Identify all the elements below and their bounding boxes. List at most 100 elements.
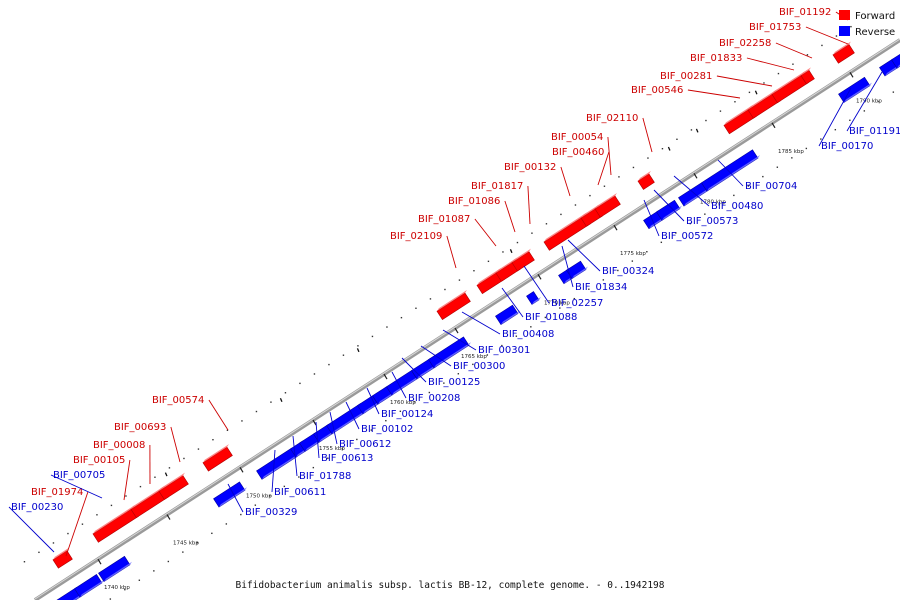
forward-gene-box — [158, 472, 189, 500]
minor-tick-above — [444, 288, 446, 291]
gene-label-bif-00693: BIF_00693 — [114, 422, 181, 463]
gene-top-face — [661, 205, 682, 221]
minor-tick-above — [241, 420, 243, 422]
minor-tick-above — [313, 373, 316, 375]
minor-tick-below — [588, 288, 590, 290]
minor-tick-below — [646, 251, 648, 253]
reverse-gene-box — [891, 53, 900, 69]
label-leader-line — [329, 411, 338, 445]
minor-tick-below — [283, 485, 286, 488]
gene-top-face — [500, 310, 520, 325]
gene-label-text: BIF_00102 — [361, 424, 413, 435]
gene-top-face — [683, 188, 709, 207]
minor-tick-below — [428, 391, 431, 394]
minor-tick-below — [472, 363, 474, 366]
gene-label-bif-01817: BIF_01817 — [471, 181, 531, 225]
gene-label-bif-00705: BIF_00705 — [50, 470, 105, 499]
gene-body — [526, 291, 540, 305]
minor-tick-below — [385, 419, 387, 422]
gene-label-text: BIF_01833 — [690, 53, 742, 64]
gene-label-text: BIF_00572 — [661, 231, 713, 242]
tick-label: 1740 kbp — [104, 585, 130, 591]
gene-label-bif-00125: BIF_00125 — [401, 357, 480, 388]
minor-tick-below — [399, 410, 402, 412]
tick-label: 1750 kbp — [246, 493, 272, 499]
minor-tick-above — [299, 382, 301, 385]
forward-gene-box — [511, 248, 535, 272]
gene-top-face — [747, 89, 777, 110]
minor-tick-below — [849, 119, 851, 121]
label-leader-line — [442, 329, 477, 351]
minor-tick-above — [574, 204, 577, 206]
label-leader-line — [123, 459, 131, 501]
label-leader-line — [523, 265, 550, 304]
genome-axis — [33, 38, 900, 600]
minor-tick-below — [138, 579, 141, 581]
gene-label-layer: BIF_01192 BIF_01753 BIF_02258 BIF_01833 BIF_… — [8, 7, 900, 557]
gene-label-text: BIF_01087 — [418, 214, 470, 225]
gene-label-bif-00230: BIF_00230 — [8, 502, 63, 553]
minor-tick-below — [515, 335, 518, 337]
minor-tick-below — [269, 495, 271, 497]
minor-tick-above — [777, 72, 780, 75]
minor-tick-mark — [754, 90, 758, 95]
minor-tick-below — [747, 185, 750, 187]
gene-label-text: BIF_00105 — [73, 455, 125, 466]
minor-tick-below — [573, 297, 576, 300]
gene-top-face — [495, 257, 517, 273]
minor-tick-above — [763, 82, 765, 84]
minor-tick-above — [705, 119, 707, 122]
gene-body — [386, 370, 418, 396]
gene-label-bif-01088: BIF_01088 — [501, 287, 577, 323]
gene-label-text: BIF_00611 — [274, 487, 326, 498]
tick-label: 1760 kbp — [390, 400, 416, 406]
gene-label-bif-00132: BIF_00132 — [504, 162, 571, 197]
label-leader-line — [775, 42, 813, 59]
minor-tick-below — [457, 373, 460, 375]
gene-label-bif-01086: BIF_01086 — [448, 196, 516, 233]
minor-tick-above — [38, 551, 40, 554]
minor-tick-above — [342, 354, 345, 356]
gene-label-bif-01834: BIF_01834 — [561, 245, 627, 293]
minor-tick-below — [312, 466, 315, 469]
minor-tick-above — [270, 401, 272, 403]
minor-tick-above — [516, 241, 519, 244]
gene-label-text: BIF_00693 — [114, 422, 166, 433]
gene-label-bif-01974: BIF_01974 — [31, 487, 89, 557]
gene-label-bif-01788: BIF_01788 — [292, 435, 351, 482]
label-leader-line — [643, 199, 660, 237]
reverse-gene-box — [656, 199, 682, 221]
gene-top-face — [436, 290, 467, 312]
minor-tick-below — [530, 326, 532, 328]
minor-tick-below — [109, 598, 112, 600]
gene-top-face — [706, 155, 760, 192]
gene-label-text: BIF_00008 — [93, 440, 145, 451]
minor-tick-below — [182, 551, 184, 553]
minor-tick-above — [748, 91, 751, 94]
major-tick — [454, 327, 459, 334]
gene-top-face — [92, 504, 135, 534]
minor-tick-below — [878, 100, 880, 103]
gene-label-bif-02109: BIF_02109 — [390, 231, 457, 269]
minor-tick-above — [429, 298, 432, 300]
gene-label-bif-00572: BIF_00572 — [643, 199, 713, 242]
tick-label: 1745 kbp — [173, 541, 199, 547]
gene-top-face — [391, 375, 419, 396]
gene-body — [98, 555, 131, 582]
minor-tick-below — [718, 204, 721, 206]
gene-label-text: BIF_00613 — [321, 453, 373, 464]
label-leader-line — [461, 311, 501, 335]
gene-label-text: BIF_00300 — [453, 361, 505, 372]
label-leader-line — [474, 218, 497, 247]
gene-label-text: BIF_00301 — [478, 345, 530, 356]
minor-tick-below — [240, 513, 242, 516]
gene-label-bif-00611: BIF_00611 — [271, 449, 326, 498]
minor-tick-below — [443, 382, 445, 384]
legend-forward-label: Forward — [855, 11, 895, 22]
minor-tick-above — [647, 157, 649, 159]
tick-layer: 1740 kbp 1745 kbp 1750 kbp 1755 kbp 1760 kbp… — [97, 72, 882, 591]
gene-label-bif-00546: BIF_00546 — [631, 85, 741, 99]
minor-tick-below — [617, 269, 619, 272]
minor-tick-above — [284, 392, 287, 394]
minor-tick-below — [370, 429, 373, 431]
